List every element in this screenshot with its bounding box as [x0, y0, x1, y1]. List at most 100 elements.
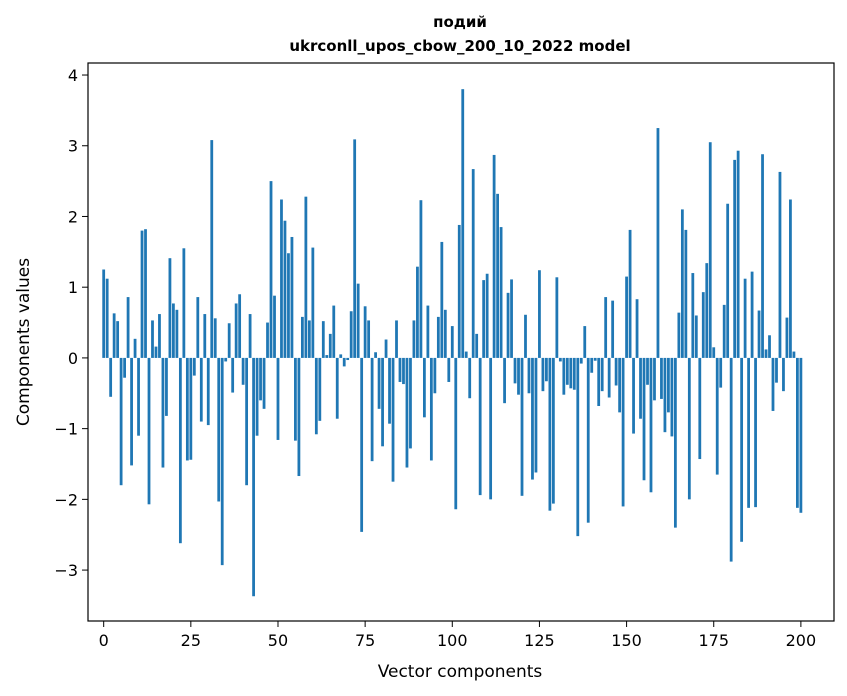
bar — [280, 199, 283, 358]
bar — [213, 318, 217, 358]
bar — [614, 357, 618, 386]
bar — [621, 357, 625, 507]
bar — [112, 313, 116, 358]
bar — [471, 169, 475, 358]
bar — [328, 333, 332, 358]
bar — [660, 357, 663, 399]
bar — [381, 357, 384, 447]
bar — [785, 317, 789, 358]
plot-frame — [87, 62, 835, 622]
bar — [405, 357, 409, 468]
bar — [182, 248, 186, 358]
bar — [736, 150, 740, 358]
x-tick-label: 75 — [355, 631, 375, 650]
bar — [611, 300, 615, 358]
bar — [475, 333, 479, 358]
bar — [185, 357, 189, 461]
bar — [482, 280, 486, 358]
bar — [726, 203, 730, 358]
bar — [436, 316, 440, 358]
bar — [168, 258, 172, 358]
bar — [778, 171, 782, 358]
bar — [750, 271, 754, 358]
bar — [538, 270, 541, 358]
bar — [314, 357, 318, 435]
x-tick-label: 25 — [181, 631, 201, 650]
bar — [729, 357, 733, 562]
y-tick-label: 2 — [68, 207, 78, 226]
bar — [670, 357, 674, 437]
bar — [531, 357, 534, 480]
bar — [332, 305, 336, 358]
x-tick-label: 175 — [698, 631, 729, 650]
bar — [370, 357, 374, 462]
bar — [199, 357, 203, 422]
bar — [649, 357, 653, 493]
bar — [304, 196, 308, 358]
bar — [276, 357, 280, 440]
bar — [388, 357, 391, 424]
bar — [147, 357, 151, 505]
bar — [454, 357, 458, 510]
bar — [206, 357, 210, 426]
bar — [158, 314, 161, 358]
bar — [321, 321, 325, 358]
bar — [318, 357, 322, 421]
x-tick-label: 200 — [786, 631, 817, 650]
y-tick-label: 1 — [68, 278, 78, 297]
bar — [506, 292, 510, 358]
bar — [217, 357, 221, 502]
bar — [189, 357, 193, 460]
bar — [541, 357, 545, 392]
bar — [698, 357, 702, 460]
bar — [461, 89, 465, 358]
bar — [224, 357, 228, 362]
bar — [457, 224, 461, 358]
bar — [140, 230, 144, 358]
bar — [391, 357, 395, 482]
bar — [646, 357, 649, 385]
bar — [426, 305, 430, 358]
bar — [607, 357, 611, 398]
bar — [499, 227, 503, 358]
bar — [300, 316, 304, 358]
bar — [311, 247, 315, 358]
x-tick-label: 125 — [524, 631, 555, 650]
bar — [524, 314, 527, 358]
y-tick-label: −3 — [54, 561, 78, 580]
bar — [562, 357, 566, 395]
x-tick-label: 0 — [99, 631, 109, 650]
bar — [789, 199, 792, 358]
bar — [534, 357, 538, 473]
bar — [443, 309, 447, 358]
bar — [548, 357, 552, 511]
bar — [409, 357, 412, 449]
bar — [583, 326, 587, 358]
bar — [586, 357, 590, 523]
bar — [377, 357, 381, 409]
bar — [123, 357, 126, 378]
x-tick-label: 50 — [268, 631, 288, 650]
bar — [701, 292, 705, 358]
y-axis-label: Components values — [14, 258, 34, 426]
bar — [133, 338, 137, 358]
bar — [144, 229, 147, 358]
bar — [639, 357, 642, 419]
y-tick-label: 3 — [68, 137, 78, 156]
bar — [283, 220, 287, 358]
bar — [708, 142, 712, 358]
x-tick-label: 100 — [437, 631, 468, 650]
bar — [423, 357, 426, 418]
bar — [395, 320, 398, 358]
bar — [680, 209, 684, 358]
bar — [273, 295, 276, 358]
bar — [297, 357, 301, 477]
bar — [642, 357, 646, 481]
bar — [161, 357, 165, 468]
y-tick-label: −2 — [54, 490, 78, 509]
bar — [353, 139, 357, 358]
bar — [799, 357, 803, 513]
bar — [510, 279, 513, 358]
bar — [503, 357, 506, 404]
bar — [287, 253, 290, 358]
